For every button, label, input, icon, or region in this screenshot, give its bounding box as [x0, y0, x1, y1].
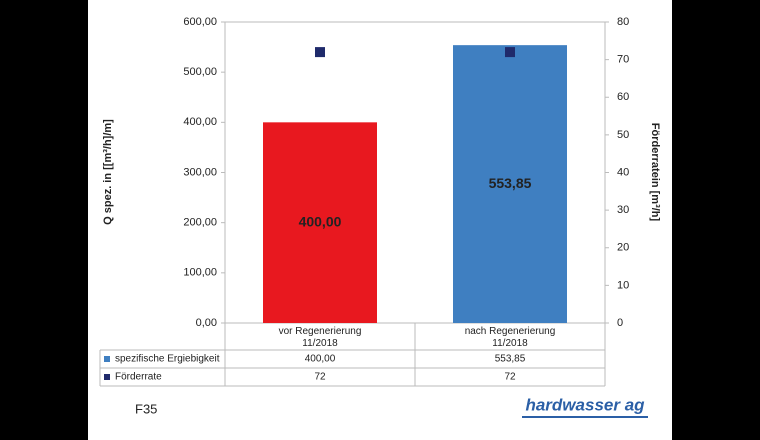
legend-label: spezifische Ergiebigkeit	[115, 354, 220, 365]
y-tick-label: 500,00	[183, 66, 217, 78]
x-tick-label: nach Regenerierung 11/2018	[464, 326, 556, 349]
background	[88, 0, 672, 440]
y2-tick-label: 10	[617, 279, 629, 291]
y2-tick-label: 70	[617, 54, 629, 66]
y2-tick-label: 50	[617, 129, 629, 141]
figure-code: F35	[135, 401, 157, 416]
y-axis-title: Q spez. in [[m³/h]/m]	[102, 119, 114, 225]
legend-key	[104, 356, 110, 362]
y2-tick-label: 0	[617, 317, 623, 329]
legend-key	[104, 374, 110, 380]
y-tick-label: 200,00	[183, 217, 217, 229]
logo: hardwasser ag	[525, 395, 645, 414]
y-tick-label: 600,00	[183, 16, 217, 28]
data-label: 400,00	[299, 213, 342, 229]
table-value: 72	[314, 372, 326, 383]
y2-tick-label: 60	[617, 91, 629, 103]
marker	[315, 47, 325, 58]
table-value: 72	[504, 372, 516, 383]
legend-label: Förderrate	[115, 372, 162, 383]
y2-tick-label: 40	[617, 166, 629, 178]
y-tick-label: 100,00	[183, 267, 217, 279]
y-tick-label: 300,00	[183, 166, 217, 178]
table-value: 553,85	[495, 354, 526, 365]
x-tick-label: vor Regenerierung 11/2018	[278, 326, 362, 349]
marker	[505, 47, 515, 58]
y2-tick-label: 80	[617, 16, 629, 28]
data-label: 553,85	[489, 175, 532, 191]
y2-tick-label: 30	[617, 204, 629, 216]
table-value: 400,00	[305, 354, 336, 365]
y-tick-label: 0,00	[196, 317, 217, 329]
bar	[453, 45, 567, 323]
y-tick-label: 400,00	[183, 116, 217, 128]
bar	[263, 122, 377, 323]
y2-tick-label: 20	[617, 242, 629, 254]
y2-axis-title: Förderratein [m³/h]	[649, 123, 661, 222]
